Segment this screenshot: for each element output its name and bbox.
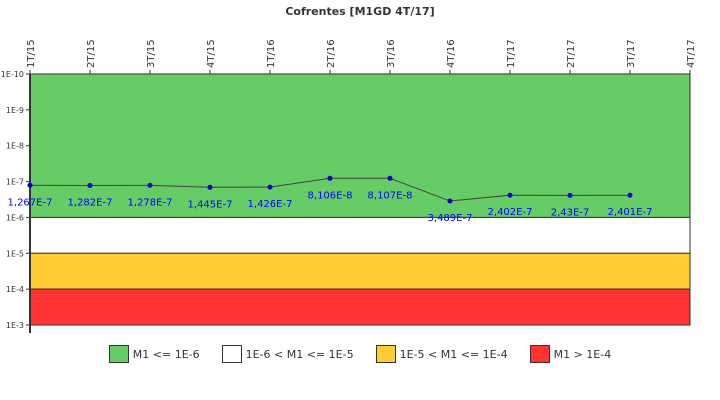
- data-label: 1,445E-7: [188, 199, 233, 210]
- x-tick-label: 3T/16: [386, 39, 397, 68]
- data-label: 2,43E-7: [551, 207, 590, 218]
- data-label: 8,107E-8: [368, 190, 413, 201]
- x-tick-label: 3T/17: [626, 39, 637, 68]
- data-label: 1,426E-7: [248, 199, 293, 210]
- data-point: [147, 182, 153, 188]
- data-point: [567, 192, 573, 198]
- data-point: [627, 192, 633, 198]
- data-point: [447, 198, 453, 204]
- x-tick-label: 2T/16: [326, 39, 337, 68]
- legend-item: M1 <= 1E-6: [108, 345, 200, 363]
- band: [29, 252, 691, 290]
- x-tick-label: 4T/15: [206, 39, 217, 68]
- data-label: 3,489E-7: [428, 213, 473, 224]
- y-tick-label: 1E-7: [6, 178, 24, 187]
- data-label: 8,106E-8: [308, 190, 353, 201]
- data-label: 2,402E-7: [488, 207, 533, 218]
- data-point: [267, 184, 273, 190]
- y-tick-label: 1E-10: [1, 70, 24, 79]
- legend-swatch: [221, 345, 242, 363]
- x-tick-label: 2T/15: [86, 39, 97, 68]
- legend-item: M1 > 1E-4: [529, 345, 612, 363]
- legend-item: 1E-6 < M1 <= 1E-5: [221, 345, 354, 363]
- legend-swatch: [529, 345, 550, 363]
- y-tick-label: 1E-8: [6, 142, 24, 151]
- band: [29, 288, 691, 326]
- x-tick-label: 4T/16: [446, 39, 457, 68]
- data-point: [207, 184, 213, 190]
- chart-title: Cofrentes [M1GD 4T/17]: [285, 5, 434, 18]
- legend: M1 <= 1E-6 1E-6 < M1 <= 1E-5 1E-5 < M1 <= …: [0, 345, 720, 363]
- y-tick-label: 1E-9: [6, 106, 24, 115]
- legend-swatch: [108, 345, 129, 363]
- y-tick-label: 1E-5: [6, 249, 24, 258]
- y-tick-label: 1E-3: [6, 321, 24, 330]
- legend-label: M1 <= 1E-6: [132, 347, 200, 361]
- data-label: 1,278E-7: [128, 197, 173, 208]
- y-tick-label: 1E-4: [6, 285, 24, 294]
- x-tick-label: 1T/17: [506, 39, 517, 68]
- x-tick-label: 3T/15: [146, 39, 157, 68]
- legend-swatch: [375, 345, 396, 363]
- legend-label: M1 > 1E-4: [553, 347, 612, 361]
- legend-item: 1E-5 < M1 <= 1E-4: [375, 345, 508, 363]
- data-point: [27, 182, 33, 188]
- data-point: [327, 175, 333, 181]
- legend-label: 1E-5 < M1 <= 1E-4: [399, 347, 508, 361]
- data-point: [87, 182, 93, 188]
- x-tick-label: 2T/17: [566, 39, 577, 68]
- data-label: 2,401E-7: [608, 207, 653, 218]
- data-point: [507, 192, 513, 198]
- x-tick-label: 4T/17: [686, 39, 697, 68]
- y-tick-label: 1E-6: [6, 213, 24, 222]
- legend-label: 1E-6 < M1 <= 1E-5: [245, 347, 354, 361]
- x-tick-label: 1T/16: [266, 39, 277, 68]
- data-point: [387, 175, 393, 181]
- data-label: 1,282E-7: [68, 197, 113, 208]
- band: [29, 73, 691, 218]
- data-label: 1,267E-7: [8, 197, 53, 208]
- x-tick-label: 1T/15: [26, 39, 37, 68]
- band: [29, 216, 691, 254]
